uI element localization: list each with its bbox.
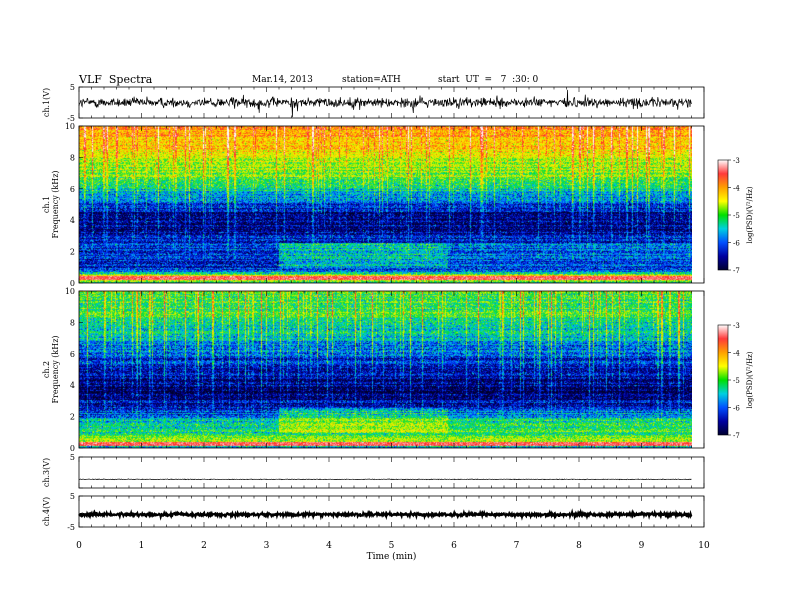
panel-ch3_wave: 5 ch.3(V)	[42, 453, 705, 489]
chart-title: VLF Spectra	[79, 73, 153, 86]
y-tick-label: 2	[70, 248, 75, 257]
panel-ch2_spec: 0 2 4 6 8 10 ch.2 Frequency (kHz)	[42, 287, 705, 453]
x-tick-label: 2	[201, 541, 207, 551]
x-tick-label: 8	[576, 541, 582, 551]
colorbar-tick-label: -5	[733, 212, 740, 220]
colorbar-tick-label: -3	[733, 322, 740, 330]
waveform-trace-ch4_wave	[78, 508, 693, 521]
y-tick-label: 4	[70, 216, 75, 225]
x-tick-label: 10	[698, 541, 710, 551]
y-axis-label: ch.3(V)	[42, 458, 51, 487]
waveform-trace-ch1_wave	[78, 89, 692, 118]
y-tick-label: 8	[70, 318, 75, 327]
panel-ch1_wave: 5 -5 ch.1(V)	[42, 83, 705, 123]
channel-label: ch.1	[42, 196, 51, 213]
y-tick-label: 5	[70, 453, 75, 462]
y-axis-label: ch.1(V)	[42, 88, 51, 117]
x-axis-label: Time (min)	[367, 551, 417, 562]
start-time-label: start UT = 7 :30: 0	[438, 75, 539, 85]
y-tick-label: -5	[67, 523, 75, 532]
x-tick-label: 9	[639, 541, 645, 551]
x-tick-label: 4	[326, 541, 332, 551]
colorbar-tick-label: -6	[733, 405, 740, 413]
colorbar-label: log(PSD)(V²/Hz)	[746, 186, 754, 243]
spectrogram-image-ch1_spec	[79, 126, 692, 283]
x-tick-label: 1	[139, 541, 145, 551]
y-tick-label: 5	[70, 83, 75, 92]
panel-ch4_wave: 5 -5 ch.4(V)	[42, 492, 705, 532]
y-axis-label: Frequency (kHz)	[51, 335, 60, 403]
colorbar-tick-label: -4	[733, 185, 740, 193]
x-tick-label: 0	[76, 541, 82, 551]
colorbar-tick-label: -6	[733, 240, 740, 248]
colorbar-tick-label: -7	[733, 432, 740, 440]
station-label: station=ATH	[342, 75, 401, 85]
y-tick-label: 10	[65, 122, 75, 131]
colorbar-tick-label: -5	[733, 377, 740, 385]
colorbar-1	[717, 159, 729, 271]
y-tick-label: 0	[70, 279, 75, 288]
y-axis-label: Frequency (kHz)	[51, 170, 60, 238]
y-tick-label: 4	[70, 381, 75, 390]
time-axis: 0 1 2 3 4 5 6 7 8 9 10 Time (min)	[76, 541, 710, 562]
y-tick-label: 5	[70, 492, 75, 501]
date-label: Mar.14, 2013	[252, 75, 313, 85]
x-tick-label: 6	[451, 541, 457, 551]
colorbars-group: -3 -4 -5 -6 -7 log(PSD)(V²/Hz) -3 -4 -5 -6 -7 log(P…	[717, 157, 754, 440]
y-tick-label: 0	[70, 444, 75, 453]
colorbar-2	[717, 324, 729, 436]
y-axis-label: ch.4(V)	[42, 497, 51, 526]
x-tick-label: 5	[389, 541, 395, 551]
waveform-trace-ch3_wave	[78, 478, 692, 481]
channel-label: ch.2	[42, 361, 51, 378]
y-tick-label: -5	[67, 114, 75, 123]
y-tick-label: 6	[70, 350, 75, 359]
y-tick-label: 2	[70, 413, 75, 422]
x-tick-label: 7	[514, 541, 520, 551]
panel-ch1_spec: 0 2 4 6 8 10 ch.1 Frequency (kHz)	[42, 122, 705, 288]
colorbar-tick-label: -3	[733, 157, 740, 165]
x-tick-label: 3	[264, 541, 270, 551]
y-tick-label: 8	[70, 153, 75, 162]
colorbar-label: log(PSD)(V²/Hz)	[746, 351, 754, 408]
y-tick-label: 6	[70, 185, 75, 194]
spectrogram-image-ch2_spec	[79, 291, 692, 448]
colorbar-tick-label: -7	[733, 267, 740, 275]
colorbar-tick-label: -4	[733, 350, 740, 358]
y-tick-label: 10	[65, 287, 75, 296]
